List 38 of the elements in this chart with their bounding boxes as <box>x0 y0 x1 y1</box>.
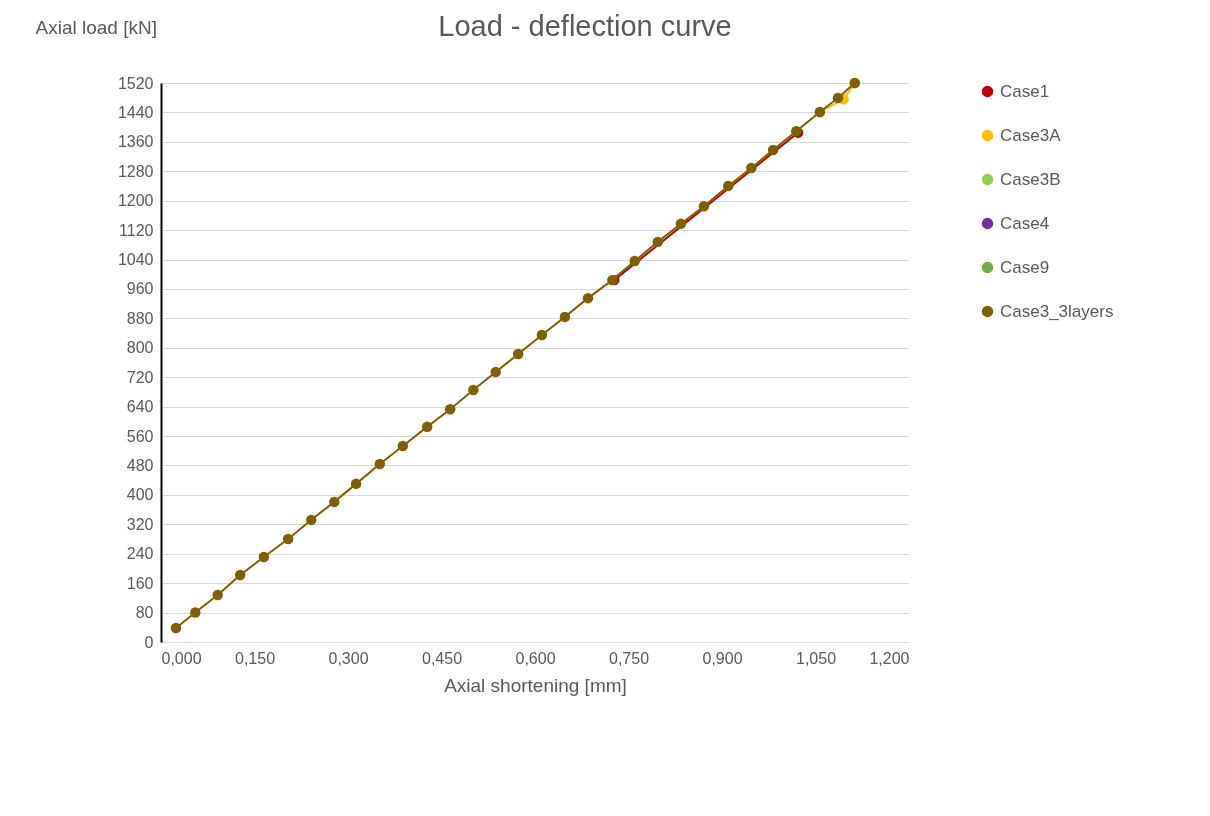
y-tick-label: 1120 <box>119 221 154 239</box>
y-tick-label: 1520 <box>117 74 154 92</box>
y-axis-title: Axial load [kN] <box>35 16 157 38</box>
x-tick-label: 1,050 <box>795 649 837 667</box>
x-tick-label: 0,900 <box>702 649 743 667</box>
legend-label: Case3_3layers <box>1000 301 1114 321</box>
x-axis-title: Axial shortening [mm] <box>444 674 627 696</box>
y-tick-label: 720 <box>126 368 154 386</box>
y-tick-label: 1280 <box>117 162 154 180</box>
legend-label: Case3B <box>1000 169 1061 189</box>
y-tick-label: 0 <box>144 633 154 651</box>
y-tick-label: 880 <box>126 309 154 327</box>
x-tick-label: 0,750 <box>608 649 650 667</box>
legend-label: Case9 <box>1000 257 1050 277</box>
y-tick-label: 1440 <box>117 103 154 121</box>
y-tick-label: 160 <box>126 574 154 592</box>
legend-label: Case4 <box>1000 213 1050 233</box>
x-tick-label: 0,300 <box>328 649 369 667</box>
legend-label: Case1 <box>1000 81 1050 101</box>
y-tick-label: 480 <box>126 456 154 474</box>
x-tick-label: 0,150 <box>234 649 276 667</box>
chart-title: Load - deflection curve <box>438 10 732 42</box>
x-tick-label: 0,000 <box>161 649 202 667</box>
y-tick-label: 320 <box>126 515 154 533</box>
y-tick-label: 640 <box>126 398 154 416</box>
y-tick-label: 1360 <box>117 133 154 151</box>
x-tick-label: 0,600 <box>515 649 556 667</box>
y-tick-label: 800 <box>126 339 154 357</box>
y-tick-label: 80 <box>135 604 154 622</box>
y-tick-label: 1200 <box>117 192 154 210</box>
x-tick-label: 1,200 <box>869 649 910 667</box>
y-tick-label: 960 <box>126 280 154 298</box>
y-tick-label: 240 <box>126 545 154 563</box>
x-tick-label: 0,450 <box>421 649 463 667</box>
y-tick-label: 1040 <box>117 251 154 269</box>
y-tick-label: 400 <box>126 486 154 504</box>
legend-label: Case3A <box>1000 125 1062 145</box>
y-tick-label: 560 <box>126 427 154 445</box>
